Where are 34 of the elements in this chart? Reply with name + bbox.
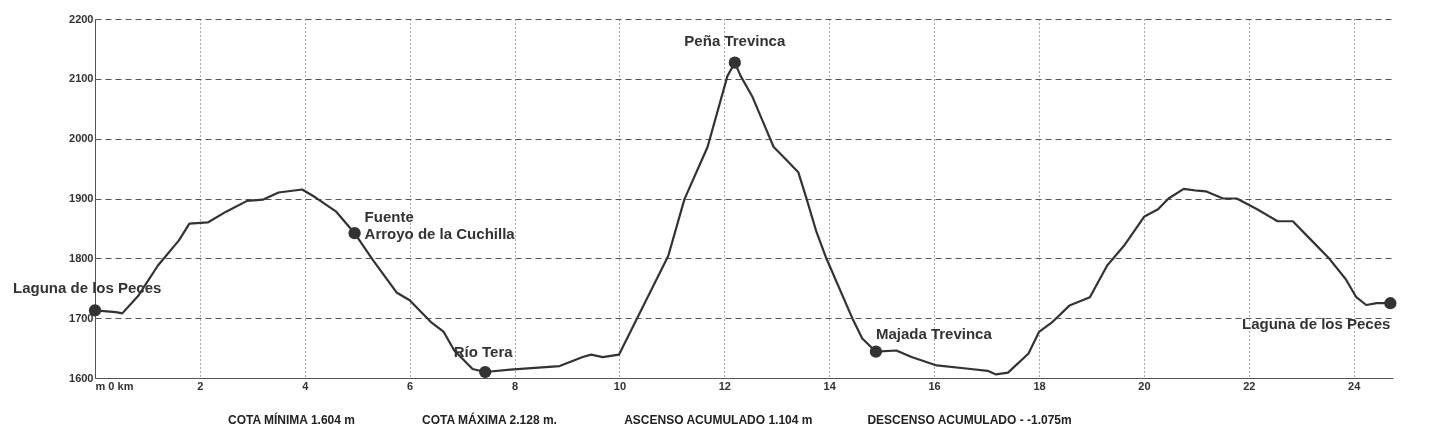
x-tick-label: 16 xyxy=(928,379,941,392)
x-tick-label: 2 xyxy=(197,379,204,392)
y-tick-label: 1900 xyxy=(69,192,94,204)
annotation: Laguna de los Peces xyxy=(1241,315,1391,333)
point xyxy=(348,227,361,240)
annotation: Peña Trevinca xyxy=(684,31,786,49)
x-tick-label: 12 xyxy=(718,379,731,392)
x-tick-label: 14 xyxy=(823,379,837,392)
point xyxy=(1384,297,1397,310)
annotation: Fuente Arroyo de la Cuchilla xyxy=(364,208,516,243)
text: DESCENSO ACUMULADO - -1.075m xyxy=(867,413,1072,427)
y-tick-label: 1700 xyxy=(69,311,94,324)
text: ASCENSO ACUMULADO 1.104 m xyxy=(624,413,813,427)
x-tick-label: 8 xyxy=(511,379,519,392)
x-tick-label: 4 xyxy=(302,379,310,392)
x-tick-label: 20 xyxy=(1138,379,1151,392)
x-tick-label: 18 xyxy=(1033,379,1046,392)
y-tick-label: 2100 xyxy=(69,72,94,85)
point xyxy=(479,365,492,379)
y-tick-label: 1600 xyxy=(69,371,94,384)
x-tick-label: 6 xyxy=(407,379,414,392)
x-tick-label: m 0 km xyxy=(95,379,134,392)
y-tick-label: 1800 xyxy=(69,251,94,264)
x-tick-label: 22 xyxy=(1243,379,1256,392)
point xyxy=(728,56,741,69)
annotation: Río Tera xyxy=(453,343,514,361)
y-tick-label: 2200 xyxy=(69,12,94,25)
point xyxy=(869,345,883,358)
text: COTA MÁXIMA 2.128 m. xyxy=(422,412,557,427)
y-tick-label: 2000 xyxy=(69,132,94,145)
x-tick-label: 10 xyxy=(613,379,627,392)
text: COTA MÍNIMA 1.604 m xyxy=(228,412,355,427)
annotation: Majada Trevinca xyxy=(875,324,993,342)
x-tick-label: 24 xyxy=(1348,379,1362,392)
